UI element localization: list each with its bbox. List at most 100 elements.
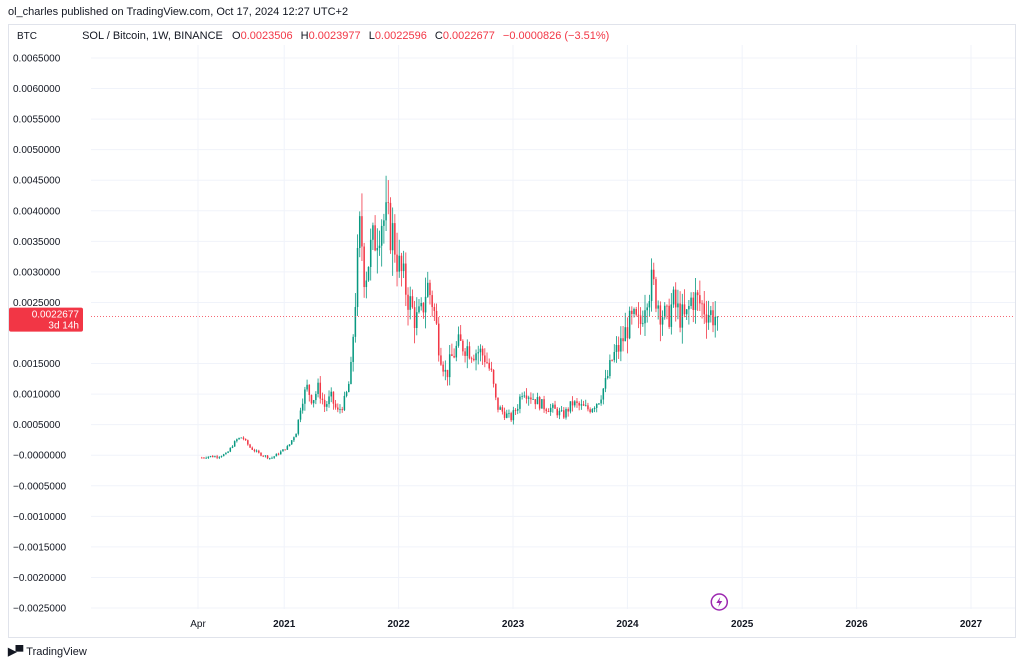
candle-body	[538, 397, 541, 409]
candle-body	[416, 312, 418, 329]
x-tick-label: 2022	[387, 619, 410, 630]
candle-body	[236, 439, 238, 442]
candle-body	[396, 254, 398, 272]
candle-body	[288, 444, 291, 447]
candle-body	[488, 362, 490, 369]
candle-body	[595, 403, 598, 408]
candle-body	[495, 383, 497, 398]
lightning-bolt-glyph	[716, 597, 723, 607]
candle-body	[637, 314, 640, 316]
candle-body	[615, 344, 618, 352]
candle-body	[712, 310, 714, 326]
candle-body	[363, 246, 365, 288]
candle-body	[584, 405, 587, 407]
candle-body	[639, 315, 642, 325]
candle-body	[512, 410, 515, 421]
y-tick-label: 0.0045000	[13, 176, 61, 187]
candle-body	[369, 239, 372, 267]
candle-body	[424, 296, 427, 313]
candle-body	[273, 456, 275, 458]
candle-body	[591, 409, 594, 413]
candle-body	[685, 309, 688, 315]
candle-body	[560, 410, 563, 412]
candle-body	[569, 401, 572, 412]
candle-body	[427, 282, 429, 297]
candle-body	[613, 351, 616, 361]
candle-body	[255, 450, 258, 452]
candle-body	[514, 410, 517, 412]
candle-body	[387, 202, 390, 204]
candle-body	[286, 446, 289, 450]
candle-body	[264, 455, 267, 457]
candle-body	[372, 225, 374, 240]
candle-body	[405, 263, 407, 295]
candle-body	[446, 369, 449, 378]
footer-brand[interactable]: ▶▀ TradingView	[8, 645, 87, 659]
candle-body	[677, 303, 679, 308]
candle-body	[479, 348, 482, 353]
candle-body	[394, 223, 396, 255]
chart-area[interactable]: 0.0065000 0.0060000 0.0055000 0.0050000 0.00…	[8, 24, 1016, 638]
candle-body	[266, 455, 269, 459]
candle-body	[348, 383, 350, 393]
candle-body	[554, 404, 556, 409]
candle-body	[609, 360, 611, 377]
candle-body	[565, 408, 567, 418]
candle-body	[580, 404, 583, 406]
y-tick-label: −0.0000000	[13, 451, 67, 462]
candle-body	[462, 340, 464, 352]
candlestick-chart[interactable]: 0.0065000 0.0060000 0.0055000 0.0050000 0.00…	[9, 25, 1015, 637]
candle-body	[448, 354, 451, 378]
candle-body	[705, 314, 708, 323]
candle-body	[358, 216, 361, 249]
candle-body	[521, 396, 523, 397]
candle-body	[655, 279, 657, 309]
y-tick-label: −0.0005000	[13, 481, 67, 492]
candle-body	[247, 440, 249, 445]
candle-body	[541, 399, 543, 409]
y-tick-label: 0.0005000	[13, 420, 61, 431]
candle-body	[308, 384, 311, 395]
candle-body	[431, 295, 433, 308]
x-tick-label: 2023	[502, 619, 525, 630]
y-tick-label: 0.0010000	[13, 390, 61, 401]
close-value: 0.0022677	[442, 30, 495, 42]
candle-body	[451, 354, 453, 356]
candle-body	[690, 297, 692, 306]
candle-body	[672, 289, 675, 305]
candle-body	[216, 456, 218, 458]
candle-body	[229, 447, 232, 452]
candle-body	[475, 353, 477, 361]
candle-body	[477, 352, 480, 354]
symbol-bar: BTC SOL / Bitcoin, 1W, BINANCE O0.002350…	[9, 29, 614, 44]
candle-body	[339, 409, 341, 410]
x-tick-label: 2025	[731, 619, 754, 630]
candle-body	[356, 248, 359, 308]
candle-body	[692, 297, 695, 310]
candle-body	[258, 450, 260, 453]
price-tag-countdown: 3d 14h	[48, 321, 79, 332]
candle-body	[668, 305, 670, 327]
candle-body	[207, 456, 210, 458]
y-tick-label: −0.0020000	[13, 573, 67, 584]
candle-body	[714, 316, 716, 326]
price-tag-value: 0.0022677	[32, 310, 80, 321]
candle-body	[220, 456, 223, 457]
brand-text: TradingView	[26, 645, 87, 658]
y-tick-label: −0.0010000	[13, 512, 67, 523]
y-tick-label: 0.0050000	[13, 145, 61, 156]
candle-body	[508, 413, 510, 414]
candle-body	[242, 437, 245, 439]
candle-body	[407, 294, 409, 310]
candle-body	[699, 295, 701, 304]
candle-body	[624, 327, 627, 342]
candle-body	[646, 307, 648, 311]
candle-body	[635, 309, 637, 315]
candle-body	[391, 223, 394, 251]
candle-body	[473, 358, 475, 361]
candle-body	[534, 399, 537, 405]
y-tick-label: 0.0040000	[13, 206, 61, 217]
candle-body	[354, 307, 357, 337]
candle-body	[510, 413, 512, 421]
candle-body	[218, 456, 221, 458]
